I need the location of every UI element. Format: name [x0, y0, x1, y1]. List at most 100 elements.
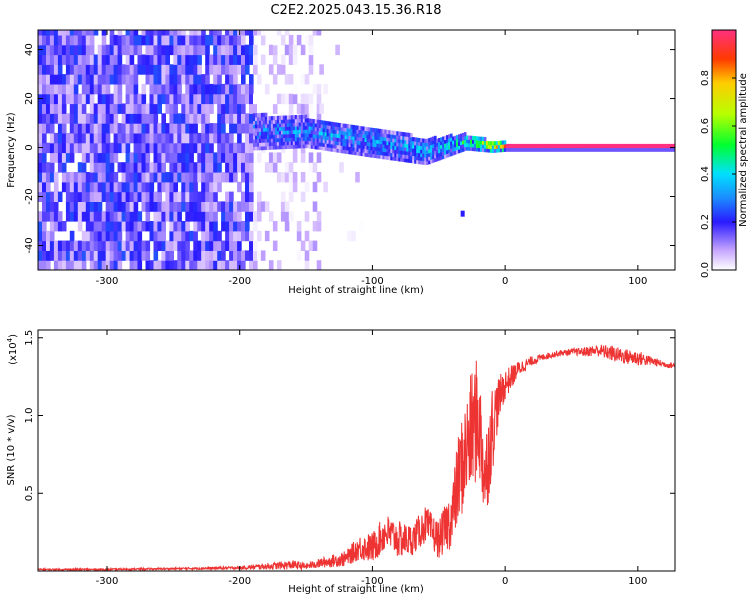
spectrogram-cell [105, 191, 111, 202]
signal-cell [651, 147, 654, 152]
spectrogram-cell [101, 74, 107, 85]
spectrogram-cell [229, 230, 234, 242]
spectrogram-cell [113, 64, 119, 75]
spectrogram-cell [145, 132, 151, 144]
signal-cell [483, 140, 487, 145]
signal-cell [259, 131, 262, 136]
spectrogram-cell [308, 64, 314, 75]
spectrogram-cell [105, 152, 111, 163]
signal-cell [398, 135, 401, 140]
signal-cell [362, 144, 365, 150]
signal-cell [416, 148, 419, 153]
signal-cell [330, 129, 334, 134]
signal-cell [290, 140, 294, 146]
spectrogram-cell [300, 240, 306, 251]
spectrogram-cell [117, 34, 123, 46]
spectrogram-cell [201, 250, 206, 261]
spectrogram-cell [149, 172, 155, 183]
signal-cell [559, 147, 562, 152]
signal-cell [368, 138, 371, 143]
signal-cell [621, 143, 624, 149]
spectrogram-cell [181, 132, 186, 144]
spectrogram-cell [157, 162, 162, 173]
signal-cell [454, 146, 457, 151]
signal-cell [336, 144, 340, 149]
signal-cell [356, 151, 359, 156]
signal-cell [300, 140, 304, 145]
spectrogram-cell [221, 240, 226, 251]
spectrogram-cell [245, 230, 250, 242]
spectrogram-cell [225, 152, 230, 163]
spectrogram-cell [237, 201, 242, 212]
spectrogram-cell [149, 181, 155, 193]
spectrogram-cell [237, 54, 242, 65]
spectrogram-cell [129, 221, 135, 232]
spectrogram-cell [205, 132, 210, 144]
signal-cell [495, 141, 499, 146]
spectrogram-cell [101, 221, 107, 232]
spectrogram-cell [308, 240, 314, 251]
spectrogram-cell [260, 250, 266, 261]
spectrogram-cell [157, 34, 162, 46]
signal-cell [306, 125, 310, 130]
signal-cell [366, 152, 369, 157]
spectrogram-cell [153, 64, 159, 75]
signal-cell [470, 146, 473, 151]
signal-cell [332, 125, 336, 130]
signal-cell [370, 138, 373, 143]
spectrogram-cell [245, 113, 250, 124]
spectrogram-cell [53, 83, 59, 95]
signal-cell [416, 137, 419, 142]
spectrogram-cell [113, 54, 119, 65]
spectrogram-cell [77, 54, 83, 65]
spectrogram-cell [38, 221, 43, 232]
signal-cell [308, 133, 312, 138]
signal-cell [633, 147, 636, 152]
signal-cell [378, 132, 381, 137]
spectrogram-cell [85, 113, 91, 124]
signal-cell [374, 150, 377, 155]
spectrogram-cell [85, 30, 91, 36]
signal-cell [292, 133, 296, 138]
spectrogram-cell [93, 152, 99, 163]
spectrogram-cell [125, 172, 131, 183]
signal-cell [306, 121, 310, 127]
spectrogram-cell [53, 44, 59, 56]
spectrogram-cell [181, 54, 186, 65]
spectrogram-cell [288, 74, 294, 85]
signal-cell [430, 148, 433, 153]
spectrogram-cell [165, 142, 170, 154]
signal-cell [428, 152, 431, 157]
signal-cell [340, 145, 344, 150]
spectrogram-cell [129, 250, 135, 261]
spectrogram-cell [217, 44, 222, 56]
spectrogram-cell [153, 83, 159, 95]
spectrogram-cell [137, 93, 143, 105]
spectrogram-cell [49, 54, 55, 65]
spectrogram-cell [253, 44, 258, 56]
spectrogram-cell [77, 113, 83, 124]
spectrogram-cell [69, 191, 75, 202]
spectrogram-cell [121, 201, 127, 212]
spectrogram-cell [93, 64, 99, 75]
signal-cell [328, 139, 332, 145]
spectrogram-cell [89, 240, 95, 251]
spectrogram-cell [201, 181, 206, 193]
signal-cell [384, 144, 387, 149]
signal-cell [473, 136, 477, 141]
spectrogram-cell [260, 201, 266, 212]
signal-cell [416, 152, 419, 157]
spectrogram-cell [93, 113, 99, 124]
signal-cell [346, 149, 349, 155]
spectrogram-cell [81, 191, 87, 202]
signal-cell [324, 128, 328, 133]
signal-cell [368, 149, 371, 154]
signal-cell [615, 143, 618, 149]
signal-cell [340, 141, 344, 146]
spectrogram-cell [181, 74, 186, 85]
signal-cell [334, 133, 338, 138]
signal-cell [442, 136, 445, 141]
spectrogram-cell [197, 201, 202, 212]
spectrogram-cell [42, 54, 47, 65]
spectrogram-cell [197, 221, 202, 232]
